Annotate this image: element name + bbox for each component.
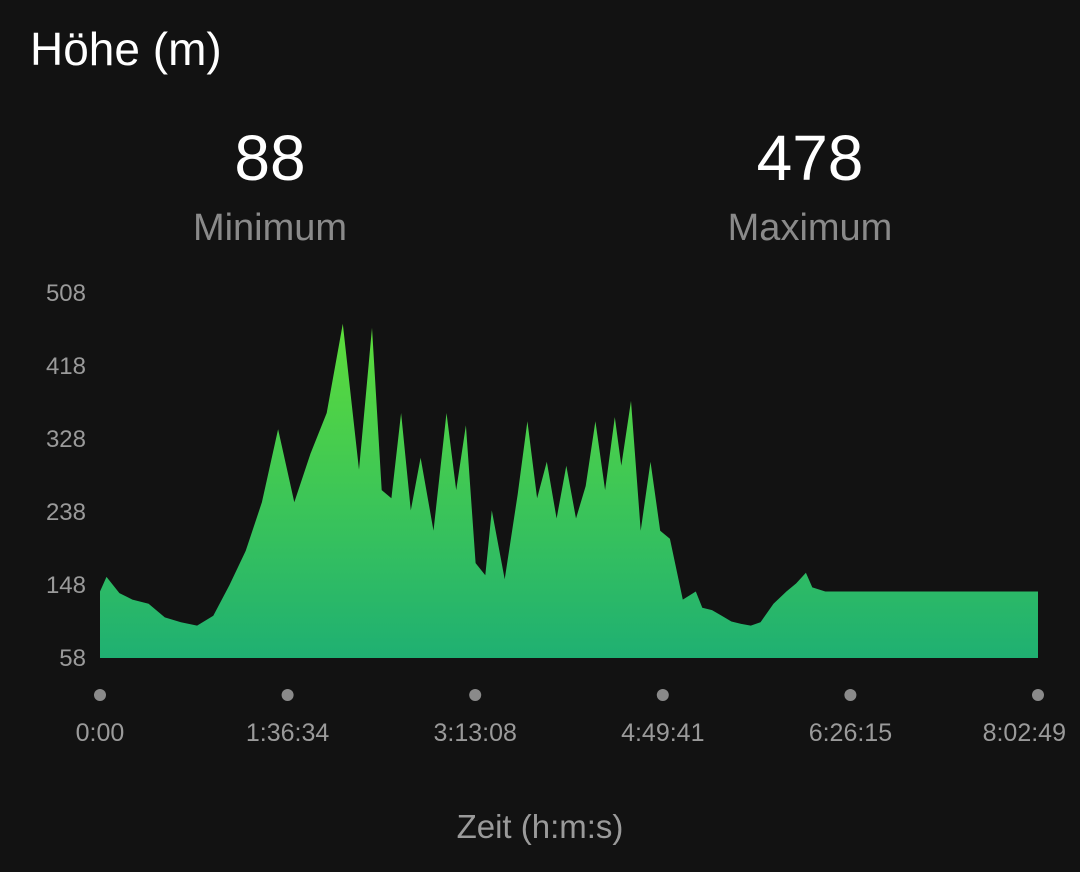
y-tick-label: 148 bbox=[46, 572, 86, 599]
elevation-area bbox=[100, 323, 1038, 658]
x-tick-label: 1:36:34 bbox=[246, 719, 330, 747]
x-tick-label: 6:26:15 bbox=[809, 719, 892, 747]
maximum-label: Maximum bbox=[727, 207, 893, 249]
x-tick-label: 3:13:08 bbox=[433, 719, 516, 747]
minimum-stat: 88 Minimum bbox=[120, 120, 420, 252]
y-axis-ticks: 508 418 328 238 148 58 bbox=[46, 280, 86, 672]
x-tick-dot bbox=[94, 689, 106, 701]
maximum-value: 478 bbox=[756, 122, 864, 194]
y-tick-label: 238 bbox=[46, 499, 86, 526]
x-tick-label: 8:02:49 bbox=[983, 719, 1066, 747]
maximum-stat: 478 Maximum bbox=[660, 120, 960, 252]
x-tick-label: 0:00 bbox=[76, 719, 125, 747]
elevation-chart: 508 418 328 238 148 58 0:00 1:36:34 3:13:08 4:49… bbox=[46, 280, 1066, 747]
x-axis-ticks: 0:00 1:36:34 3:13:08 4:49:41 6:26:15 8:02:49 bbox=[76, 689, 1066, 747]
x-tick-dot bbox=[469, 689, 482, 701]
y-tick-label: 508 bbox=[46, 280, 86, 307]
page-title: Höhe (m) bbox=[30, 23, 222, 75]
minimum-value: 88 bbox=[234, 122, 306, 194]
minimum-label: Minimum bbox=[192, 207, 348, 249]
x-tick-dot bbox=[1032, 689, 1044, 701]
y-tick-label: 328 bbox=[46, 426, 86, 453]
x-tick-label: 4:49:41 bbox=[621, 719, 704, 747]
x-tick-dot bbox=[281, 689, 294, 701]
x-axis-title: Zeit (h:m:s) bbox=[456, 808, 624, 845]
x-tick-dot bbox=[656, 689, 669, 701]
y-tick-label: 418 bbox=[46, 353, 86, 380]
x-tick-dot bbox=[844, 689, 857, 701]
y-tick-label: 58 bbox=[59, 645, 86, 672]
